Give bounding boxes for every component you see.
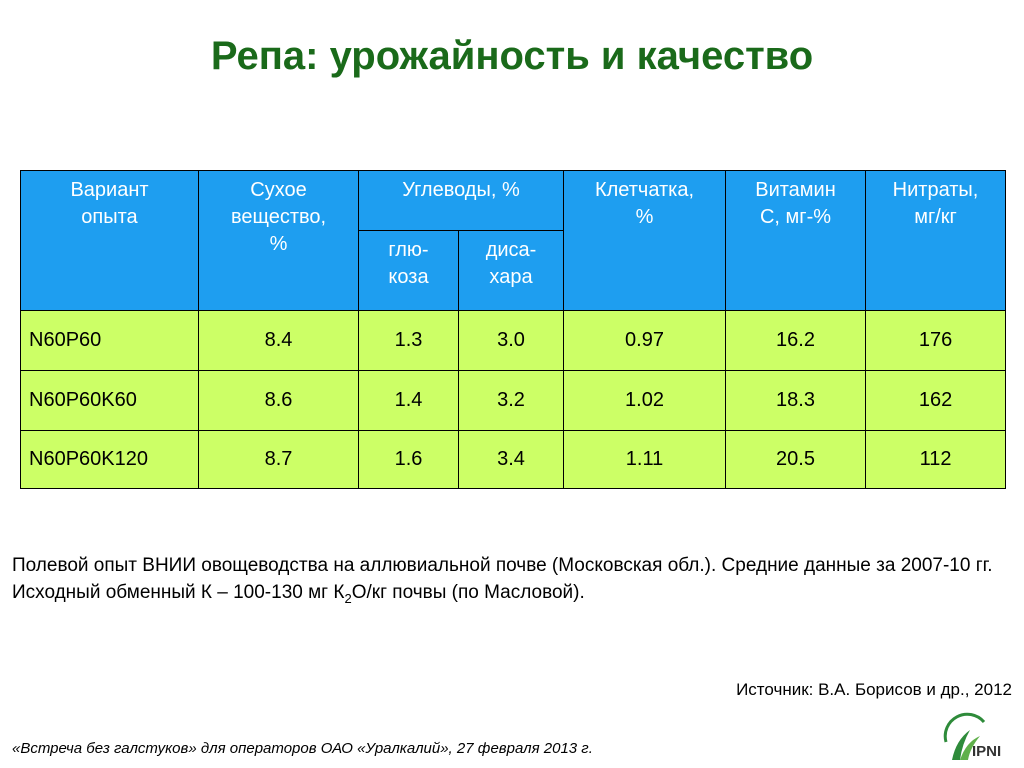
header-cell: Витамин С, мг-% [725, 170, 867, 311]
note-text: О/кг почвы (по Масловой). [351, 581, 585, 603]
header-cell: Вариант опыта [20, 170, 199, 311]
table-cell: N60P60K120 [20, 430, 199, 489]
header-cell: Нитраты, мг/кг [865, 170, 1007, 311]
logo: IPNI [943, 712, 1001, 760]
table-cell: 0.97 [563, 310, 727, 371]
header-row: Вариант опыта Сухое вещество, % Углеводы… [20, 170, 1007, 311]
table-cell: 1.6 [358, 430, 459, 489]
table-cell: 3.0 [457, 310, 565, 371]
footer: «Встреча без галстуков» для операторов О… [12, 740, 593, 757]
table-cell: 1.02 [563, 370, 727, 431]
logo-text: IPNI [972, 743, 1001, 760]
table-cell: 3.4 [457, 430, 565, 489]
table-row: N60P60K60 8.6 1.4 3.2 1.02 18.3 162 [20, 370, 1007, 431]
table-cell: 8.4 [198, 310, 359, 371]
table-cell: 3.2 [457, 370, 565, 431]
note-subscript: 2 [344, 590, 352, 606]
header-cell: Клетчатка, % [563, 170, 727, 311]
note-text: Полевой опыт ВНИИ овощеводства на аллюви… [12, 555, 993, 603]
table-cell: 1.4 [358, 370, 459, 431]
table-cell: 8.7 [198, 430, 359, 489]
table-cell: 1.11 [563, 430, 727, 489]
table-cell: 112 [865, 430, 1007, 489]
table-cell: 162 [865, 370, 1007, 431]
header-cell: Сухое вещество, % [198, 170, 359, 311]
table-cell: 16.2 [725, 310, 867, 371]
table-body: N60P60 8.4 1.3 3.0 0.97 16.2 176 N60P60K60 8.6 1.… [20, 310, 1007, 489]
table-cell: 8.6 [198, 370, 359, 431]
source: Источник: В.А. Борисов и др., 2012 [736, 680, 1012, 699]
table-cell: 18.3 [725, 370, 867, 431]
subheader-cell: диса- хара [457, 230, 565, 311]
table-cell: 176 [865, 310, 1007, 371]
table-row: N60P60 8.4 1.3 3.0 0.97 16.2 176 [20, 310, 1007, 371]
subheader-row: глю- коза диса- хара [21, 230, 1006, 311]
table-row: N60P60K120 8.7 1.6 3.4 1.11 20.5 112 [20, 430, 1007, 489]
table-cell: N60P60 [20, 310, 199, 371]
note: Полевой опыт ВНИИ овощеводства на аллюви… [12, 553, 1012, 608]
data-table: Вариант опыта Сухое вещество, % Углеводы… [20, 170, 1007, 489]
table-cell: N60P60K60 [20, 370, 199, 431]
slide-title: Репа: урожайность и качество [210, 34, 814, 78]
table-cell: 1.3 [358, 310, 459, 371]
header-cell: Углеводы, % [357, 170, 565, 231]
subheader-cell: глю- коза [358, 230, 459, 311]
table-cell: 20.5 [725, 430, 867, 489]
